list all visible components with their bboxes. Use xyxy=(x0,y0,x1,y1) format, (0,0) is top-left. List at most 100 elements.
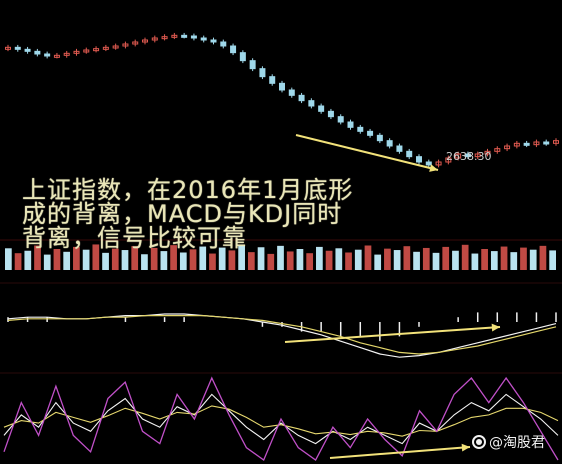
macd-divergence-arrow-shaft xyxy=(284,326,501,343)
kdj-k-line xyxy=(3,393,559,445)
candle-body xyxy=(210,39,217,43)
watermark-text: @淘股君 xyxy=(489,435,545,451)
volume-bar xyxy=(364,245,372,270)
candle-body xyxy=(151,37,158,41)
volume-bar xyxy=(150,247,158,270)
watermark-logo-icon xyxy=(472,435,486,449)
macd-divergence-arrow-head xyxy=(491,323,500,332)
volume-bar xyxy=(393,250,401,270)
volume-bar xyxy=(500,246,508,270)
divergence-arrows xyxy=(284,134,501,459)
volume-bar xyxy=(189,249,197,270)
volume-bar xyxy=(238,244,245,270)
volume-bar xyxy=(102,252,109,270)
volume-bar xyxy=(218,247,226,270)
volume-bar xyxy=(267,253,275,270)
candle-body xyxy=(132,41,139,45)
candle-body xyxy=(63,52,70,56)
volume-bar xyxy=(141,254,148,270)
caption-line-1: 上证指数，在2016年1月底形 xyxy=(22,176,354,204)
kdj-j-line xyxy=(3,376,559,461)
volume-bar xyxy=(43,254,51,270)
volume-bar xyxy=(335,248,343,270)
candle-body xyxy=(142,39,148,43)
candle-body xyxy=(367,130,374,136)
volume-bar xyxy=(73,246,80,270)
volume-bar xyxy=(442,246,450,270)
candle-body xyxy=(112,45,119,49)
candlestick-series xyxy=(5,32,559,168)
volume-bar xyxy=(277,245,284,270)
price-divergence-arrow-shaft xyxy=(295,134,439,171)
candle-body xyxy=(513,142,520,147)
candle-body xyxy=(5,46,11,50)
candle-body xyxy=(34,50,41,55)
candle-body xyxy=(279,82,285,91)
volume-bar xyxy=(170,245,177,270)
volume-bar xyxy=(121,250,129,270)
candle-body xyxy=(190,35,197,39)
candle-body xyxy=(543,141,550,145)
kdj-divergence-arrow-head xyxy=(461,443,470,452)
volume-bar xyxy=(384,248,391,270)
candle-body xyxy=(298,94,305,102)
volume-bar xyxy=(131,246,139,270)
candle-body xyxy=(288,89,295,96)
kdj-series xyxy=(3,376,559,461)
chart-caption: 上证指数，在2016年1月底形 成的背离，MACD与KDJ同时 背离，信号比较可… xyxy=(22,178,552,250)
volume-bar xyxy=(354,249,362,270)
volume-bar xyxy=(316,246,323,270)
volume-bar xyxy=(92,244,100,270)
candle-body xyxy=(102,46,109,50)
volume-bar xyxy=(5,248,12,270)
candle-body xyxy=(455,153,462,159)
volume-bar xyxy=(53,249,61,270)
candle-body xyxy=(533,141,540,146)
candle-body xyxy=(93,48,100,52)
caption-line-2: 成的背离，MACD与KDJ同时 xyxy=(22,200,343,228)
candle-body xyxy=(416,156,422,163)
candle-body xyxy=(259,68,266,78)
volume-bar xyxy=(179,252,187,270)
volume-bar xyxy=(247,252,255,270)
candle-body xyxy=(249,60,256,70)
volume-bar xyxy=(520,247,527,270)
volume-bar xyxy=(490,251,498,270)
candle-body xyxy=(327,110,334,118)
volume-bar xyxy=(325,250,333,270)
candle-body xyxy=(230,45,237,54)
candle-body xyxy=(200,37,207,41)
candle-body xyxy=(357,126,364,132)
candle-body xyxy=(161,36,168,40)
candle-body xyxy=(435,161,442,166)
volume-bar xyxy=(199,246,207,270)
candle-body xyxy=(14,46,21,50)
candle-body xyxy=(83,49,90,53)
candle-body xyxy=(376,134,383,142)
volume-bar xyxy=(481,249,488,270)
volume-bar xyxy=(14,253,22,270)
candle-body xyxy=(171,34,178,38)
volume-bar xyxy=(529,249,537,270)
volume-bar xyxy=(63,251,71,270)
candle-body xyxy=(337,116,344,123)
volume-bar xyxy=(374,254,382,270)
volume-bar xyxy=(471,253,479,270)
volume-bar xyxy=(539,245,547,270)
candle-body xyxy=(181,34,188,38)
volume-series xyxy=(5,244,556,270)
candle-body xyxy=(53,54,60,58)
volume-bar xyxy=(461,244,469,270)
volume-bar xyxy=(209,253,216,270)
candle-body xyxy=(553,140,559,144)
candle-body xyxy=(347,121,354,128)
candle-body xyxy=(386,140,393,147)
volume-bar xyxy=(160,251,168,270)
candle-body xyxy=(425,161,432,166)
volume-bar xyxy=(286,251,294,270)
volume-bar xyxy=(510,252,518,270)
volume-bar xyxy=(413,251,420,270)
candle-body xyxy=(523,142,530,146)
candle-body xyxy=(474,153,481,158)
